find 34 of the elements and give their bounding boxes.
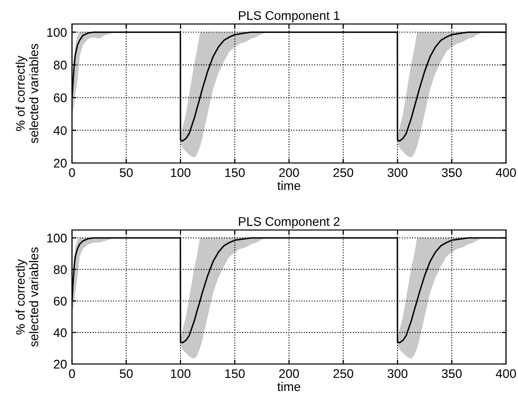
x-tick-label: 0 bbox=[69, 168, 75, 178]
y-tick-label: 100 bbox=[47, 234, 67, 243]
x-axis-title: time bbox=[277, 382, 300, 392]
x-tick-label: 200 bbox=[279, 369, 299, 378]
x-tick-label: 150 bbox=[225, 369, 245, 378]
y-tick-label: 100 bbox=[47, 28, 67, 37]
chart-title: PLS Component 1 bbox=[238, 11, 340, 22]
x-tick-label: 300 bbox=[388, 168, 408, 178]
x-tick-label: 350 bbox=[442, 369, 462, 378]
x-tick-label: 250 bbox=[333, 168, 354, 178]
x-axis-title: time bbox=[277, 180, 300, 190]
y-tick-label: 80 bbox=[54, 265, 67, 274]
x-tick-label: 0 bbox=[69, 369, 75, 378]
x-tick-label: 400 bbox=[496, 168, 516, 178]
y-tick-label: 60 bbox=[54, 93, 67, 102]
x-tick-label: 400 bbox=[496, 369, 516, 378]
y-tick-label: 40 bbox=[54, 328, 67, 338]
y-axis-title: % of correctly selected variables bbox=[16, 44, 38, 144]
y-tick-label: 40 bbox=[54, 126, 67, 135]
y-axis-title: % of correctly selected variables bbox=[16, 247, 38, 347]
x-tick-label: 300 bbox=[388, 369, 408, 378]
x-tick-label: 150 bbox=[225, 168, 245, 178]
y-tick-label: 20 bbox=[54, 158, 67, 168]
x-tick-label: 100 bbox=[171, 369, 190, 378]
y-tick-label: 20 bbox=[54, 360, 67, 369]
x-tick-label: 50 bbox=[120, 369, 133, 378]
x-tick-label: 250 bbox=[333, 369, 354, 378]
x-tick-label: 50 bbox=[120, 168, 133, 178]
y-tick-label: 80 bbox=[54, 60, 67, 70]
x-tick-label: 200 bbox=[279, 168, 299, 178]
x-tick-label: 100 bbox=[171, 168, 190, 178]
chart-title: PLS Component 2 bbox=[238, 217, 340, 228]
y-tick-label: 60 bbox=[54, 296, 67, 306]
x-tick-label: 350 bbox=[442, 168, 462, 178]
